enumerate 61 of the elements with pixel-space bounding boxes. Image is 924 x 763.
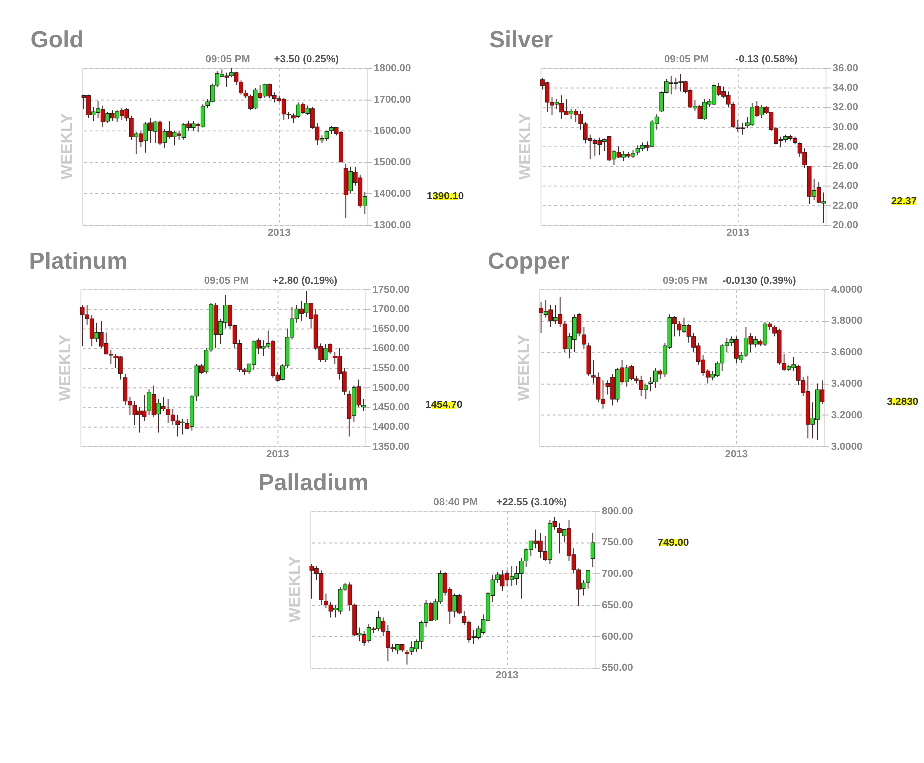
text: 09:05 PM [206, 54, 250, 66]
x-tick-label: 2013 [496, 670, 520, 682]
text: -0.0130 (0.39%) [722, 276, 796, 287]
text: 09:05 PM [663, 276, 708, 287]
chart-title: Silver [489, 26, 554, 53]
text: 09:05 PM [204, 276, 249, 287]
text: +2.80 (0.19%) [272, 276, 338, 287]
y-tick-label: 550.00 [602, 663, 634, 674]
chart-title: Gold [30, 26, 84, 53]
y-tick-label: 3.2000 [831, 410, 864, 422]
y-tick-label: 26.00 [832, 162, 859, 173]
y-tick-label: 1650.00 [372, 324, 410, 336]
y-tick-label: 34.00 [832, 83, 859, 94]
y-tick-label: 1600.00 [372, 344, 410, 355]
candlestick [582, 326, 586, 350]
y-tick-label: 3.0000 [831, 442, 864, 453]
y-tick-label: 1400.00 [374, 188, 412, 200]
y-tick-label: 1700.00 [374, 94, 412, 106]
y-tick-label: 24.00 [832, 181, 859, 192]
text: -0.13 (0.58%) [736, 54, 798, 66]
y-tick-label: 28.00 [832, 142, 859, 153]
y-tick-label: 32.00 [832, 102, 859, 114]
y-tick-label: 1350.00 [372, 442, 410, 453]
x-tick-label: 2013 [726, 228, 750, 239]
y-tick-label: 20.00 [832, 220, 859, 232]
y-tick-label: 30.00 [832, 122, 859, 134]
candlestick [590, 532, 596, 568]
y-tick-label: 800.00 [602, 506, 634, 518]
y-tick-label: 3.4000 [831, 379, 864, 390]
candlestick [586, 570, 590, 590]
text: +3.50 (0.25%) [274, 54, 340, 66]
chart-title: Copper [488, 248, 570, 274]
chart-title: Palladium [258, 469, 369, 496]
text: +22.55 (3.10%) [496, 497, 567, 508]
chart-title: Platinum [29, 248, 128, 274]
y-tick-label: 4.0000 [831, 284, 864, 296]
x-tick-label: 2013 [268, 228, 292, 239]
y-tick-label: 36.00 [832, 63, 859, 74]
y-tick-label: 1750.00 [372, 284, 410, 296]
y-tick-label: 3.8000 [831, 316, 864, 328]
candlestick [405, 650, 410, 666]
y-tick-label: 3.6000 [831, 348, 864, 359]
y-tick-label: 1300.00 [374, 220, 412, 232]
x-tick-label: 2013 [725, 449, 748, 460]
y-tick-label: 750.00 [602, 538, 634, 549]
x-tick-label: 2013 [266, 449, 290, 460]
text: 09:05 PM [664, 54, 709, 66]
y-tick-label: 1400.00 [372, 422, 410, 434]
y-tick-label: 600.00 [602, 632, 634, 643]
y-tick-label: 1500.00 [372, 382, 410, 394]
y-tick-label: 1800.00 [374, 63, 412, 74]
y-tick-label: 1450.00 [372, 402, 410, 414]
y-tick-label: 1550.00 [372, 363, 410, 374]
text: 08:40 PM [434, 497, 478, 508]
y-tick-label: 22.00 [832, 200, 859, 212]
candlestick [286, 112, 292, 120]
y-tick-label: 1500.00 [374, 158, 412, 169]
y-tick-label: 650.00 [602, 600, 634, 612]
y-tick-label: 1700.00 [372, 304, 410, 316]
y-tick-label: 1600.00 [374, 126, 412, 138]
y-tick-label: 700.00 [602, 569, 634, 580]
